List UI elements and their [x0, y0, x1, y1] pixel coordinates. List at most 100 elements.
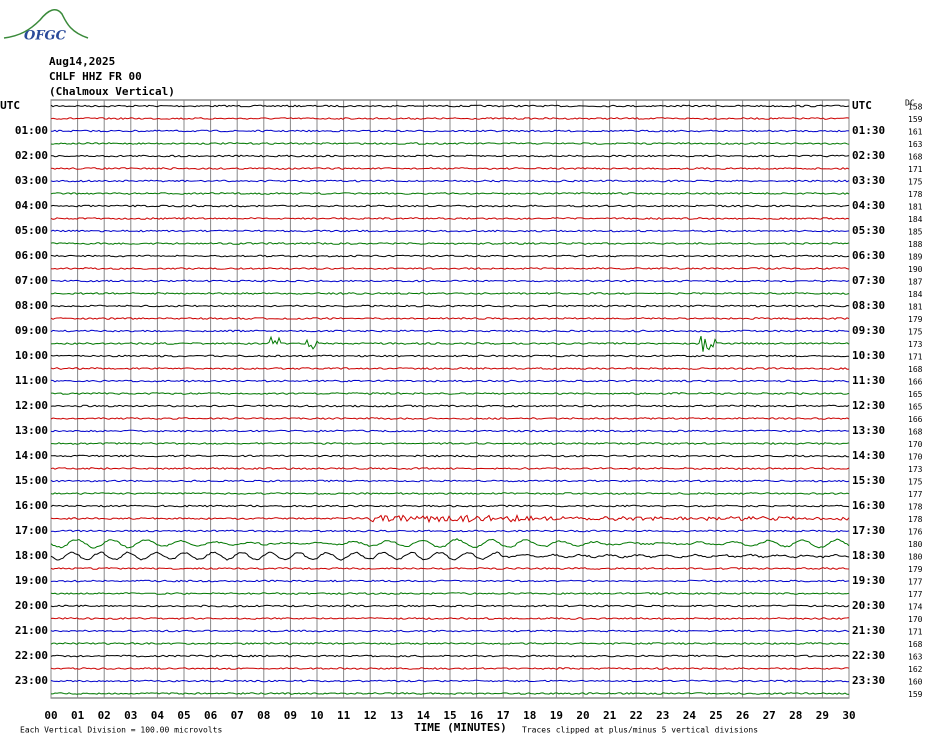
trace: [50, 329, 850, 333]
trace: [50, 279, 850, 283]
left-hour-label: 09:00: [15, 324, 48, 337]
x-tick-label: 16: [470, 709, 484, 722]
dc-value: 184: [908, 215, 923, 224]
dc-value: 173: [908, 340, 923, 349]
right-hour-label: 15:30: [852, 474, 885, 487]
x-tick-label: 15: [443, 709, 456, 722]
trace: [50, 417, 850, 420]
dc-value: 181: [908, 303, 923, 312]
x-tick-label: 30: [842, 709, 855, 722]
trace: [50, 229, 850, 233]
x-axis-title: TIME (MINUTES): [414, 721, 507, 734]
trace: [50, 429, 850, 433]
trace: [50, 667, 850, 670]
x-tick-label: 27: [763, 709, 776, 722]
left-hour-label: 20:00: [15, 599, 48, 612]
x-tick-label: 10: [310, 709, 323, 722]
left-hour-label: 15:00: [15, 474, 48, 487]
trace: [50, 104, 850, 108]
dc-value: 176: [908, 528, 923, 537]
right-hour-label: 12:30: [852, 399, 885, 412]
trace: [50, 454, 850, 458]
x-tick-label: 04: [151, 709, 165, 722]
right-hour-label: 07:30: [852, 274, 885, 287]
trace: [51, 154, 850, 158]
trace: [50, 604, 850, 608]
trace: [50, 551, 850, 561]
x-tick-label: 17: [497, 709, 510, 722]
trace: [50, 192, 850, 195]
dc-value: 161: [908, 128, 923, 137]
dc-label: DC: [905, 99, 915, 108]
x-tick-label: 25: [709, 709, 722, 722]
x-tick-label: 21: [603, 709, 617, 722]
right-hour-label: 19:30: [852, 574, 885, 587]
dc-value: 185: [908, 228, 923, 237]
dc-value: 168: [908, 153, 923, 162]
right-hour-label: 08:30: [852, 299, 885, 312]
dc-value: 168: [908, 365, 923, 374]
x-tick-label: 26: [736, 709, 750, 722]
header-location: (Chalmoux Vertical): [49, 85, 175, 98]
x-tick-label: 02: [98, 709, 111, 722]
dc-value: 170: [908, 615, 923, 624]
dc-value: 158: [908, 103, 923, 112]
trace: [50, 629, 850, 633]
trace: [51, 442, 850, 445]
right-hour-label: 13:30: [852, 424, 885, 437]
dc-value: 160: [908, 678, 923, 687]
trace: [50, 167, 850, 170]
trace: [50, 267, 850, 270]
left-hour-label: 13:00: [15, 424, 48, 437]
right-hour-label: 05:30: [852, 224, 885, 237]
right-hour-label: 03:30: [852, 174, 885, 187]
x-tick-label: 23: [656, 709, 669, 722]
x-tick-label: 20: [576, 709, 589, 722]
trace: [51, 292, 850, 295]
right-hour-label: 10:30: [852, 349, 885, 362]
dc-value: 171: [908, 165, 923, 174]
trace: [50, 354, 850, 358]
header-station: CHLF HHZ FR 00: [49, 70, 142, 83]
dc-value: 175: [908, 478, 923, 487]
left-hour-label: 04:00: [15, 199, 48, 212]
dc-value: 190: [908, 265, 923, 274]
trace: [50, 304, 850, 308]
dc-value: 159: [908, 690, 923, 699]
left-hour-label: 08:00: [15, 299, 48, 312]
dc-value: 165: [908, 403, 923, 412]
trace: [51, 392, 850, 395]
trace: [50, 254, 850, 258]
left-hour-label: 17:00: [15, 524, 48, 537]
left-hour-label: 22:00: [15, 649, 48, 662]
x-tick-label: 00: [44, 709, 57, 722]
dc-value: 170: [908, 440, 923, 449]
left-hour-label: 07:00: [15, 274, 48, 287]
dc-value: 178: [908, 515, 923, 524]
left-hour-label: 12:00: [15, 399, 48, 412]
trace: [50, 654, 850, 658]
dc-value: 166: [908, 378, 923, 387]
right-hour-label: 16:30: [852, 499, 885, 512]
dc-value: 175: [908, 328, 923, 337]
right-hour-label: 18:30: [852, 549, 885, 562]
dc-value: 171: [908, 628, 923, 637]
dc-value: 177: [908, 490, 923, 499]
trace: [50, 317, 850, 320]
dc-value: 179: [908, 565, 923, 574]
trace: [50, 242, 850, 245]
left-hour-label: 10:00: [15, 349, 48, 362]
dc-value: 162: [908, 665, 923, 674]
dc-value: 166: [908, 415, 923, 424]
dc-value: 163: [908, 653, 923, 662]
x-tick-label: 13: [390, 709, 403, 722]
dc-value: 188: [908, 240, 923, 249]
x-tick-label: 03: [124, 709, 137, 722]
right-hour-label: 11:30: [852, 374, 885, 387]
x-tick-label: 19: [550, 709, 563, 722]
trace: [51, 129, 850, 133]
trace: [50, 504, 850, 508]
dc-value: 180: [908, 553, 923, 562]
x-tick-label: 06: [204, 709, 218, 722]
